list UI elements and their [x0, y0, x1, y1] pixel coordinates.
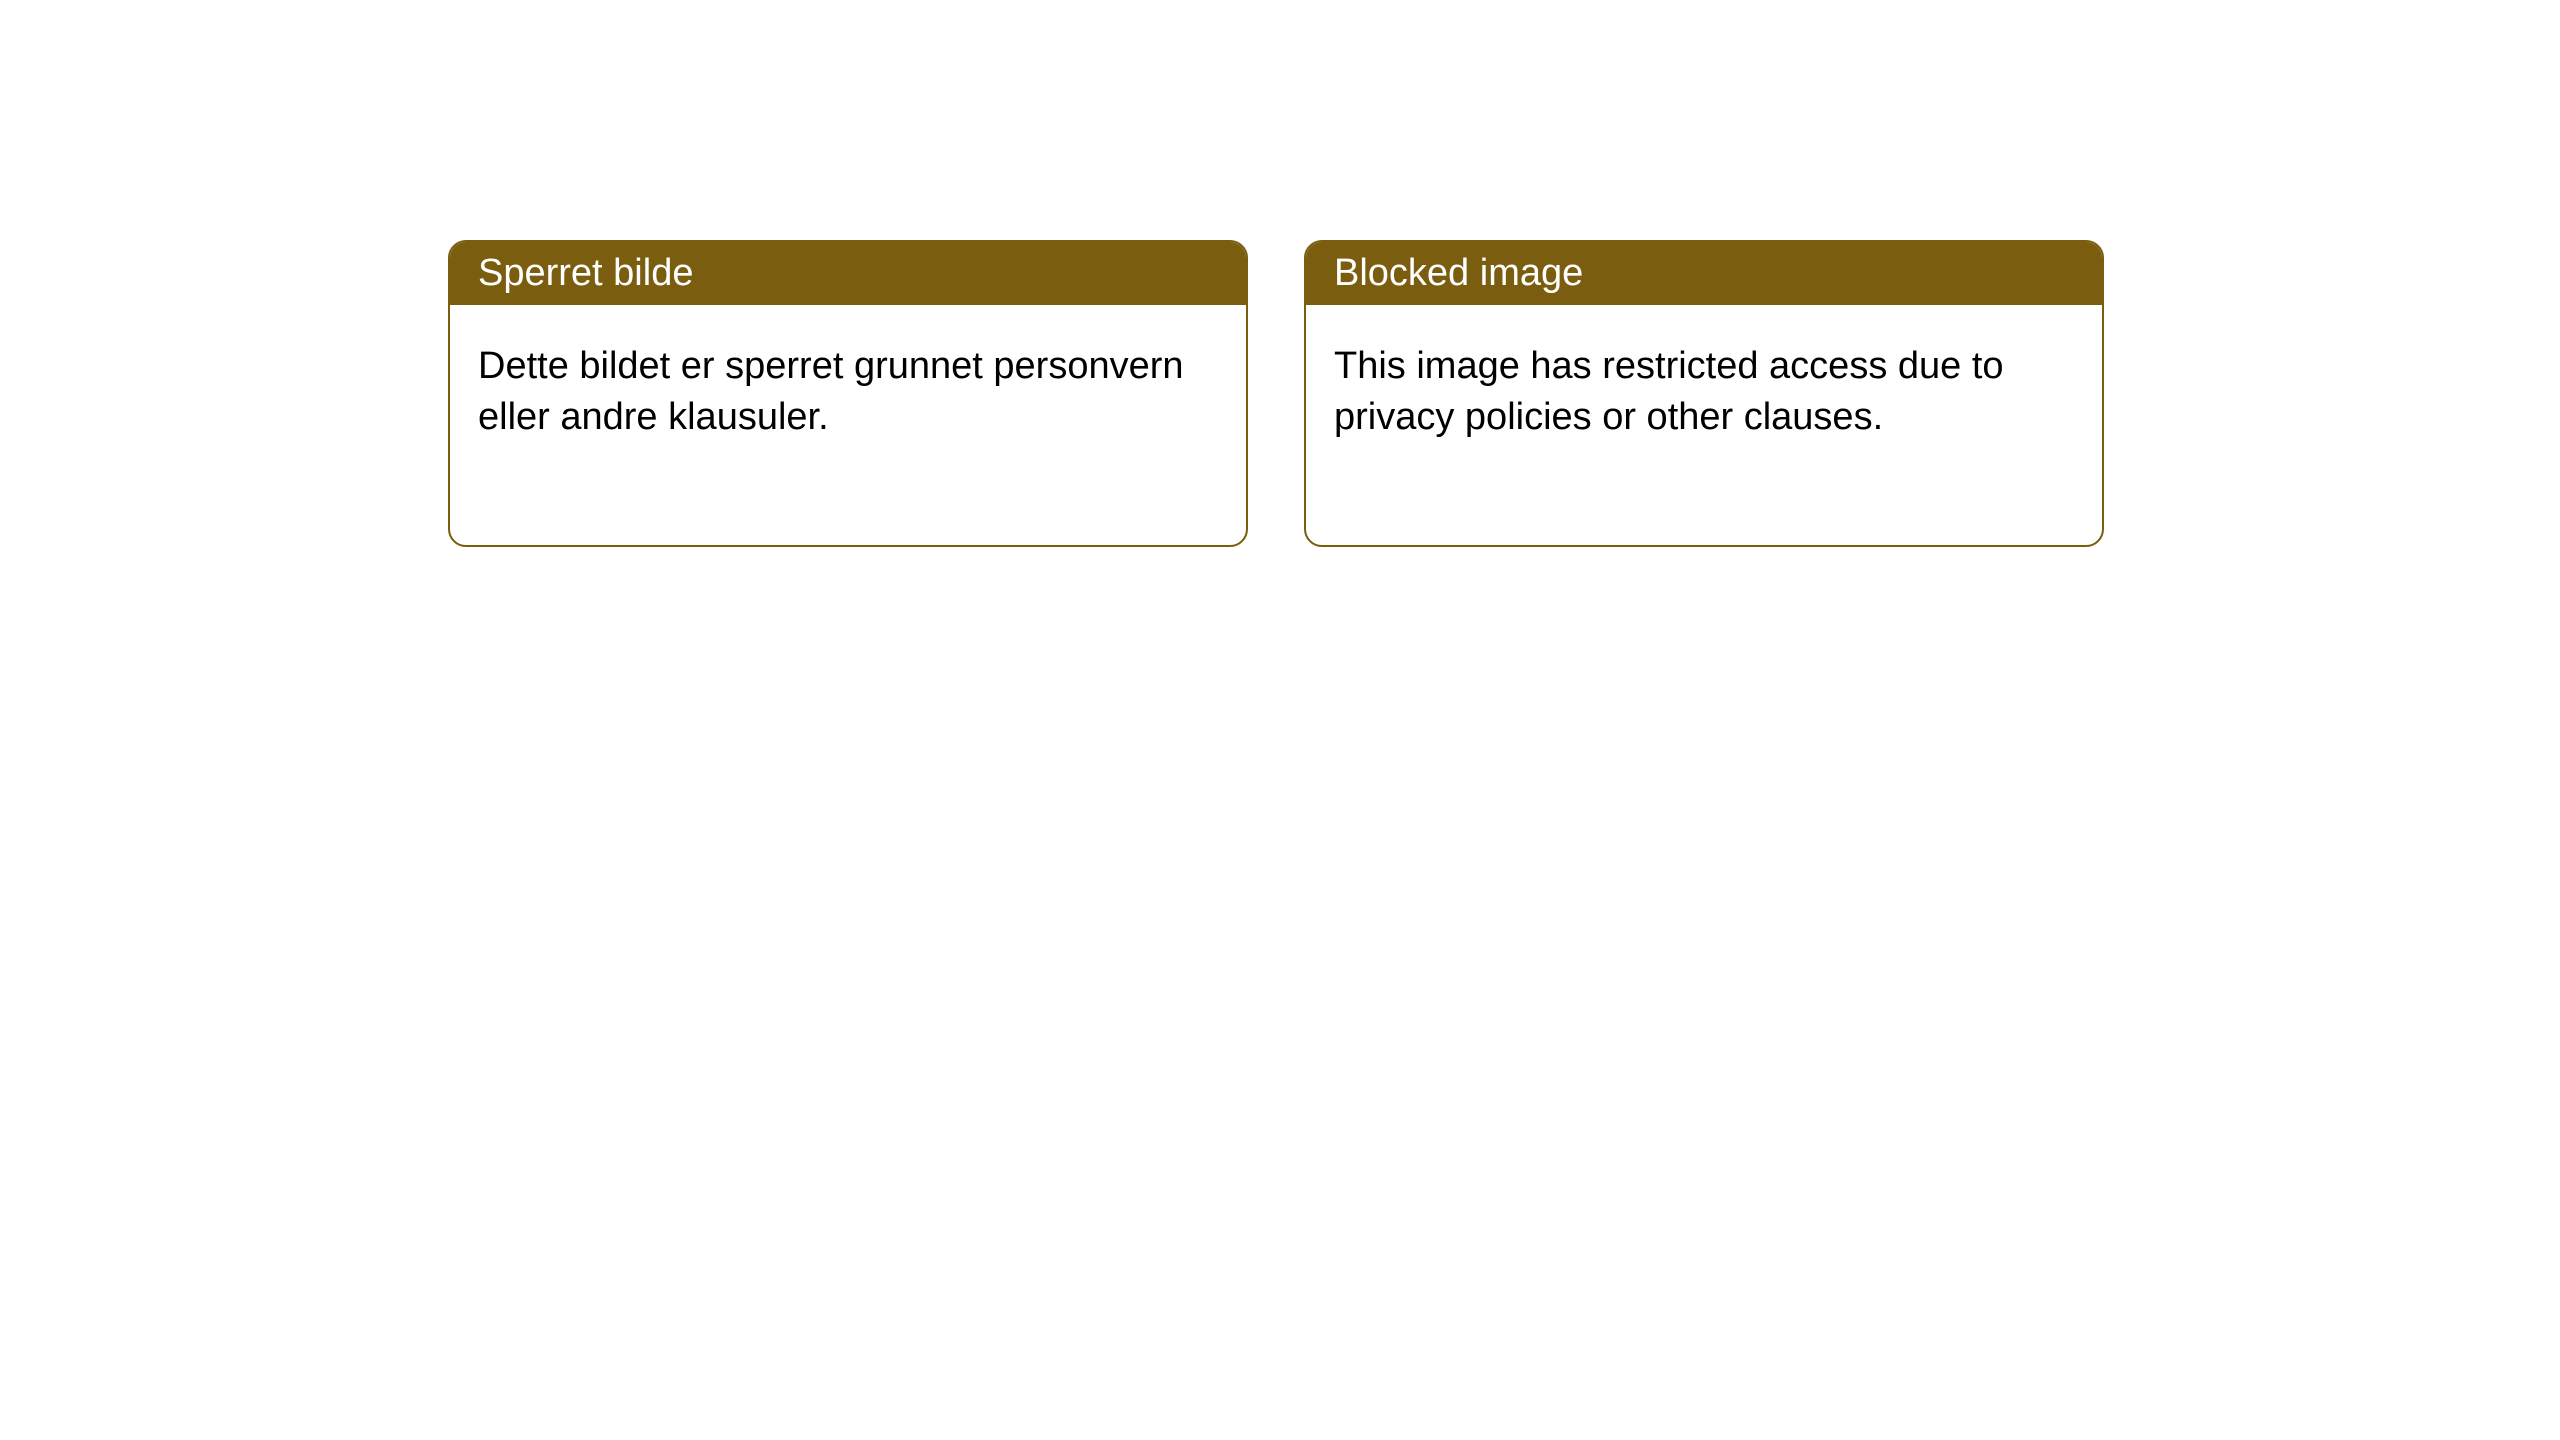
- card-body-no: Dette bildet er sperret grunnet personve…: [450, 305, 1246, 545]
- blocked-image-card-en: Blocked image This image has restricted …: [1304, 240, 2104, 547]
- card-header-no: Sperret bilde: [450, 242, 1246, 305]
- card-body-en: This image has restricted access due to …: [1306, 305, 2102, 545]
- blocked-image-card-no: Sperret bilde Dette bildet er sperret gr…: [448, 240, 1248, 547]
- card-header-en: Blocked image: [1306, 242, 2102, 305]
- blocked-image-cards: Sperret bilde Dette bildet er sperret gr…: [448, 240, 2104, 547]
